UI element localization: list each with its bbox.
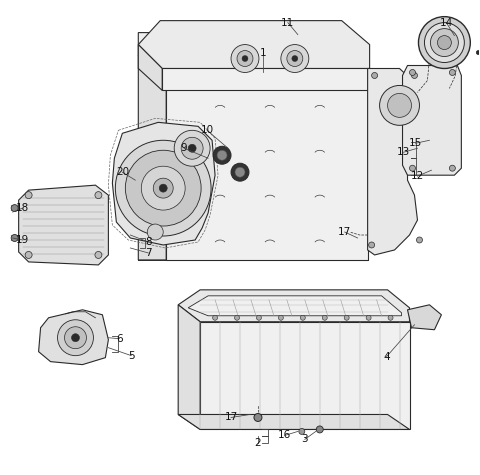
Circle shape xyxy=(58,320,94,356)
Circle shape xyxy=(213,146,231,164)
Circle shape xyxy=(115,140,211,236)
Circle shape xyxy=(344,315,349,320)
Polygon shape xyxy=(408,305,442,330)
Polygon shape xyxy=(178,305,200,429)
Text: 19: 19 xyxy=(16,235,29,245)
Text: 16: 16 xyxy=(278,430,291,440)
Circle shape xyxy=(369,242,374,248)
Circle shape xyxy=(188,144,196,152)
Circle shape xyxy=(419,17,470,68)
Circle shape xyxy=(242,56,248,62)
Text: 17: 17 xyxy=(225,412,238,422)
Polygon shape xyxy=(166,80,368,260)
Circle shape xyxy=(11,235,18,241)
Text: 2: 2 xyxy=(254,438,261,448)
Polygon shape xyxy=(112,123,215,245)
Circle shape xyxy=(380,86,420,125)
Circle shape xyxy=(11,205,18,211)
Circle shape xyxy=(449,69,456,76)
Polygon shape xyxy=(138,20,370,68)
Circle shape xyxy=(366,315,371,320)
Circle shape xyxy=(95,251,102,258)
Circle shape xyxy=(449,165,456,171)
Text: 3: 3 xyxy=(301,435,308,445)
Circle shape xyxy=(64,327,86,349)
Polygon shape xyxy=(138,33,368,80)
Circle shape xyxy=(417,237,422,243)
Text: 4: 4 xyxy=(383,352,390,361)
Circle shape xyxy=(25,251,32,258)
Polygon shape xyxy=(200,322,409,429)
Polygon shape xyxy=(38,310,108,365)
Circle shape xyxy=(409,165,416,171)
Circle shape xyxy=(231,163,249,181)
Text: 14: 14 xyxy=(440,18,453,28)
Circle shape xyxy=(388,315,393,320)
Circle shape xyxy=(476,50,480,55)
Circle shape xyxy=(237,50,253,67)
Circle shape xyxy=(281,45,309,73)
Circle shape xyxy=(292,56,298,62)
Circle shape xyxy=(213,315,217,320)
Circle shape xyxy=(125,150,201,226)
Polygon shape xyxy=(178,290,409,322)
Text: 11: 11 xyxy=(281,18,295,28)
Circle shape xyxy=(235,167,245,177)
Text: 10: 10 xyxy=(201,125,214,135)
Polygon shape xyxy=(19,185,108,265)
Circle shape xyxy=(372,73,378,78)
Circle shape xyxy=(387,94,411,117)
Circle shape xyxy=(231,45,259,73)
Circle shape xyxy=(300,315,305,320)
Text: 5: 5 xyxy=(128,351,134,361)
Circle shape xyxy=(174,130,210,166)
Polygon shape xyxy=(403,66,461,175)
Circle shape xyxy=(431,28,458,57)
Circle shape xyxy=(299,428,305,435)
Circle shape xyxy=(72,334,80,342)
Text: 15: 15 xyxy=(409,138,422,148)
Polygon shape xyxy=(162,68,370,90)
Text: 1: 1 xyxy=(260,48,266,57)
Circle shape xyxy=(278,315,283,320)
Polygon shape xyxy=(138,45,162,90)
Text: 13: 13 xyxy=(397,147,410,157)
Circle shape xyxy=(95,191,102,199)
Text: 18: 18 xyxy=(16,203,29,213)
Circle shape xyxy=(153,178,173,198)
Circle shape xyxy=(424,23,464,63)
Circle shape xyxy=(235,315,240,320)
Polygon shape xyxy=(178,415,409,429)
Circle shape xyxy=(181,137,203,159)
Text: 8: 8 xyxy=(145,237,152,247)
Circle shape xyxy=(409,69,416,76)
Polygon shape xyxy=(138,56,166,260)
Circle shape xyxy=(25,191,32,199)
Text: 12: 12 xyxy=(411,171,424,181)
Text: 6: 6 xyxy=(116,334,123,344)
Circle shape xyxy=(254,413,262,421)
Circle shape xyxy=(147,224,163,240)
Circle shape xyxy=(256,315,262,320)
Circle shape xyxy=(287,50,303,67)
Circle shape xyxy=(322,315,327,320)
Circle shape xyxy=(141,166,185,210)
Polygon shape xyxy=(368,68,424,255)
Text: 20: 20 xyxy=(116,167,129,177)
Text: 9: 9 xyxy=(181,143,188,153)
Polygon shape xyxy=(188,296,402,316)
Circle shape xyxy=(217,150,227,160)
Circle shape xyxy=(437,36,451,49)
Text: 7: 7 xyxy=(145,248,152,258)
Circle shape xyxy=(411,73,418,78)
Circle shape xyxy=(159,184,167,192)
Circle shape xyxy=(316,426,323,433)
Text: 17: 17 xyxy=(338,227,351,237)
